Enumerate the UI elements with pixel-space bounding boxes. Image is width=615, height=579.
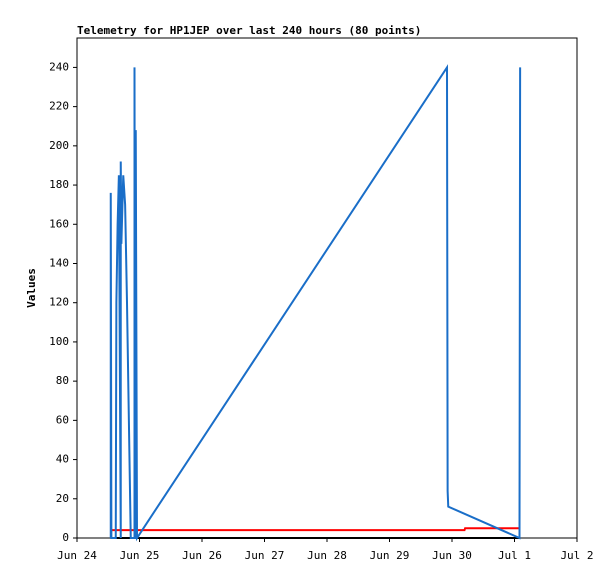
x-tick-label: Jun 27 [245,549,285,562]
x-tick-label: Jun 26 [182,549,222,562]
x-tick-label: Jul 2 [560,549,593,562]
x-tick-label: Jun 24 [57,549,97,562]
y-tick-label: 200 [49,139,69,152]
chart-title: Telemetry for HP1JEP over last 240 hours… [77,24,421,37]
y-tick-label: 100 [49,335,69,348]
y-tick-label: 120 [49,296,69,309]
x-tick-label: Jun 25 [120,549,160,562]
y-tick-label: 140 [49,256,69,269]
x-tick-label: Jun 30 [432,549,472,562]
y-tick-label: 0 [62,531,69,544]
y-tick-label: 40 [56,453,69,466]
x-tick-label: Jun 29 [370,549,410,562]
y-tick-label: 160 [49,217,69,230]
data-line [110,527,521,532]
y-tick-label: 80 [56,374,69,387]
x-tick-label: Jun 28 [307,549,347,562]
data-line [109,64,522,542]
y-axis-label: Values [25,268,38,308]
y-tick-label: 180 [49,178,69,191]
y-tick-label: 20 [56,492,69,505]
y-tick-label: 60 [56,413,69,426]
x-tick-label: Jul 1 [498,549,531,562]
y-tick-label: 240 [49,60,69,73]
y-tick-label: 220 [49,100,69,113]
